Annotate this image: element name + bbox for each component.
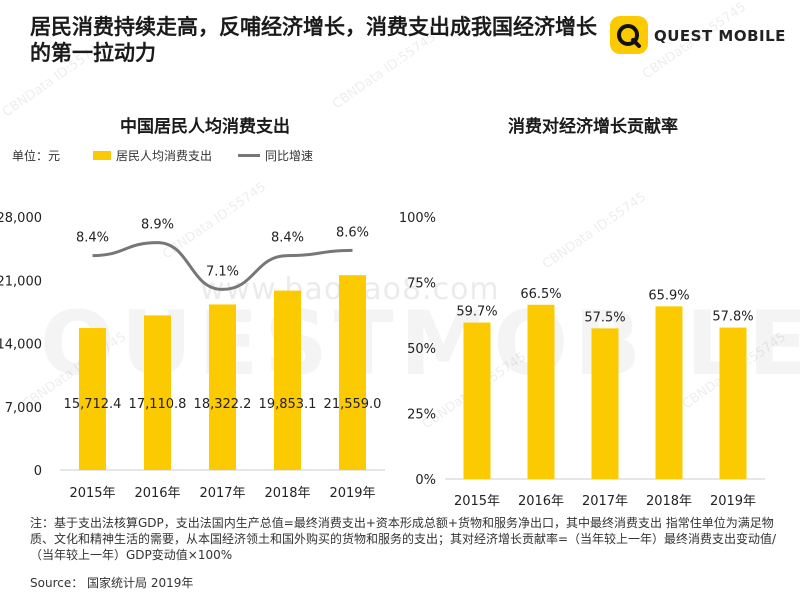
y-tick-label: 0 [34,464,42,479]
y-tick-label: 100% [399,211,436,226]
bar-value-label: 17,110.8 [129,397,187,412]
bar-value-label: 21,559.0 [324,397,382,412]
bar-value-label: 57.5% [584,310,625,325]
y-tick-label: 25% [407,408,436,423]
x-tick-label: 2018年 [646,494,692,509]
bar [339,275,366,470]
y-tick-label: 14,000 [0,338,42,353]
growth-line [92,241,353,291]
logo-mark-icon [610,16,648,54]
growth-rate-label: 8.4% [271,231,304,246]
y-tick-label: 75% [407,277,436,292]
legend-bar-label: 居民人均消费支出 [116,149,213,163]
bar-value-label: 66.5% [520,287,561,302]
bar [463,322,491,479]
y-tick-label: 21,000 [0,274,42,289]
x-tick-label: 2019年 [710,494,756,509]
growth-rate-label: 8.6% [336,225,369,240]
legend-line: 同比增速 [238,147,313,164]
page-title: 居民消费持续走高，反哺经济增长，消费支出成我国经济增长的第一拉动力 [30,15,597,65]
chart-title-consumption: 中国居民人均消费支出 [120,117,290,137]
bar-value-label: 18,322.2 [194,397,252,412]
chart-title-contribution: 消费对经济增长贡献率 [508,117,678,137]
unit-label: 单位：元 [12,149,61,163]
quest-mobile-logo: QUEST MOBILE [608,14,788,58]
growth-rate-label: 7.1% [206,264,239,279]
y-tick-label: 28,000 [0,211,42,226]
bar [209,304,236,470]
bar [79,328,106,470]
source-line: Source： 国家统计局 2019年 [30,576,194,590]
x-tick-label: 2016年 [134,486,180,501]
bar-value-label: 57.8% [712,310,753,325]
bar-value-label: 19,853.1 [259,397,317,412]
x-tick-label: 2019年 [329,486,375,501]
x-tick-label: 2016年 [518,494,564,509]
x-tick-label: 2018年 [264,486,310,501]
bar [655,306,683,479]
bar-value-label: 65.9% [648,288,689,303]
y-tick-label: 0% [415,473,436,488]
y-tick-label: 7,000 [5,401,42,416]
x-tick-label: 2015年 [454,494,500,509]
legend-bar-swatch [93,151,111,160]
bar [591,328,619,479]
bar-value-label: 59.7% [456,305,497,320]
bar [144,315,171,470]
bar [527,304,555,479]
bar [274,290,301,470]
x-tick-label: 2017年 [582,494,628,509]
legend-line-swatch [238,154,260,157]
x-tick-label: 2015年 [69,486,115,501]
growth-rate-label: 8.4% [76,231,109,246]
logo-text: QUEST MOBILE [654,27,786,45]
legend-bar: 居民人均消费支出 [93,147,212,164]
y-tick-label: 50% [407,342,436,357]
bar [719,327,747,479]
legend-line-label: 同比增速 [265,149,314,163]
bar-value-label: 15,712.4 [64,397,122,412]
growth-rate-label: 8.9% [141,218,174,233]
footnote: 注：基于支出法核算GDP，支出法国内生产总值=最终消费支出+资本形成总额+货物和… [30,516,777,562]
x-tick-label: 2017年 [199,486,245,501]
